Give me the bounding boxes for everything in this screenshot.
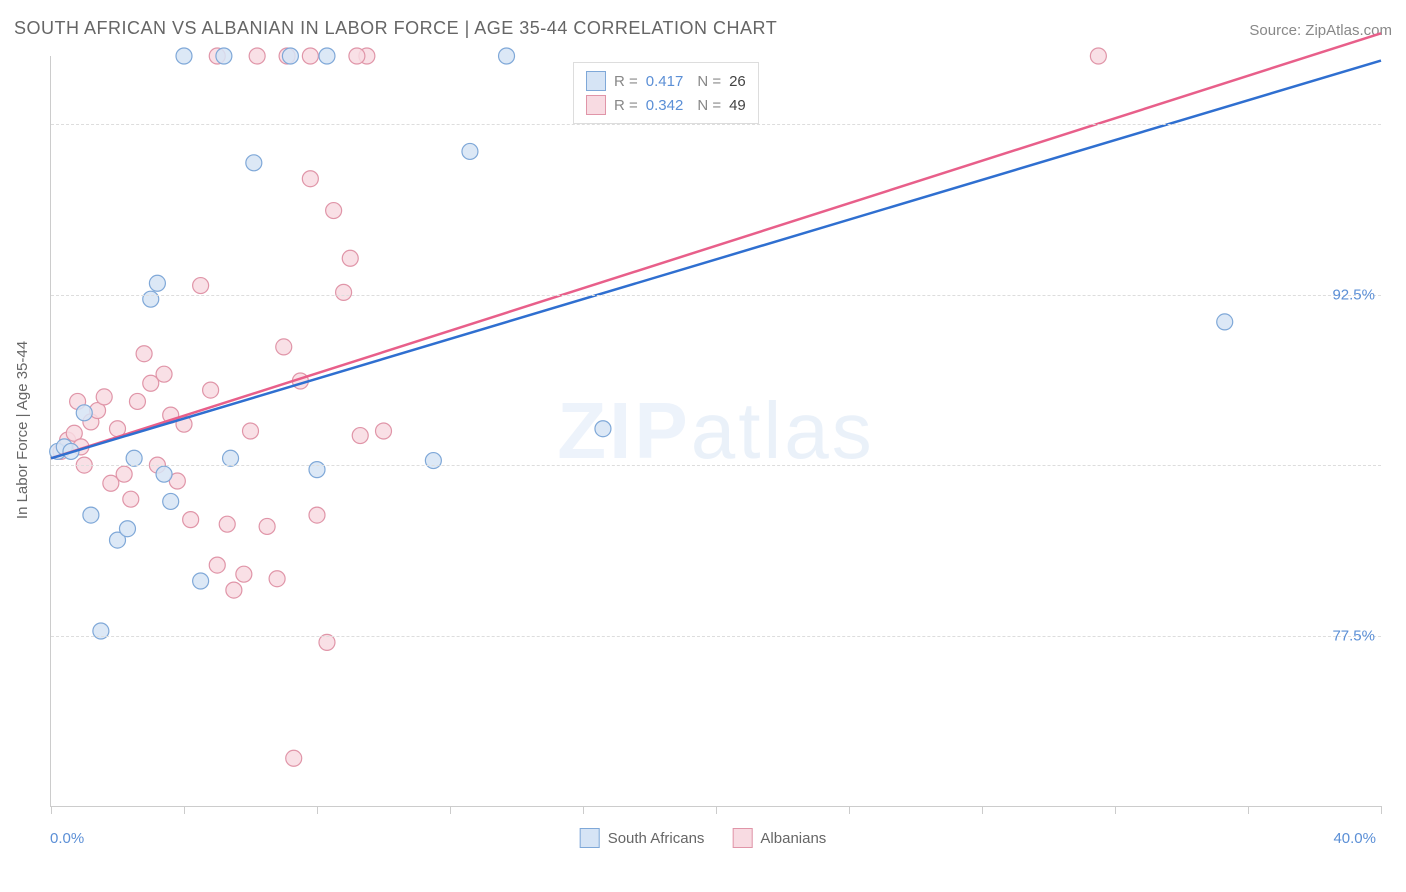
data-point [326,203,342,219]
data-point [336,284,352,300]
data-point [595,421,611,437]
data-point [462,143,478,159]
data-point [425,453,441,469]
swatch-bottom-south-africans [580,828,600,848]
legend-label-south-africans: South Africans [608,830,705,847]
data-point [499,48,515,64]
data-point [156,366,172,382]
gridline [51,124,1381,125]
data-point [183,512,199,528]
y-axis-label: In Labor Force | Age 35-44 [14,341,31,519]
legend-item-albanians: Albanians [732,828,826,848]
data-point [216,48,232,64]
data-point [163,493,179,509]
data-point [309,462,325,478]
r-value-1: 0.342 [646,97,684,114]
x-tick [982,806,983,814]
data-point [276,339,292,355]
data-point [302,48,318,64]
r-label-1: R = [614,97,638,114]
x-tick [1115,806,1116,814]
data-point [149,275,165,291]
x-tick [1381,806,1382,814]
data-point [193,278,209,294]
series-legend: South Africans Albanians [580,828,827,848]
swatch-south-africans [586,71,606,91]
swatch-bottom-albanians [732,828,752,848]
data-point [116,466,132,482]
data-point [342,250,358,266]
data-point [246,155,262,171]
data-point [176,48,192,64]
correlation-legend: R = 0.417 N = 26 R = 0.342 N = 49 [573,62,759,124]
x-tick [317,806,318,814]
data-point [226,582,242,598]
data-point [269,571,285,587]
chart-svg [51,56,1381,806]
data-point [286,750,302,766]
data-point [209,557,225,573]
n-value-0: 26 [729,73,746,90]
source-value: ZipAtlas.com [1305,22,1392,39]
x-axis-max-label: 40.0% [1333,830,1376,847]
data-point [83,507,99,523]
swatch-albanians [586,95,606,115]
data-point [243,423,259,439]
gridline [51,636,1381,637]
n-label-0: N = [697,73,721,90]
data-point [249,48,265,64]
data-point [376,423,392,439]
data-point [223,450,239,466]
x-tick [184,806,185,814]
x-tick [51,806,52,814]
legend-row-south-africans: R = 0.417 N = 26 [586,69,746,93]
gridline [51,465,1381,466]
legend-row-albanians: R = 0.342 N = 49 [586,93,746,117]
data-point [119,521,135,537]
data-point [193,573,209,589]
data-point [282,48,298,64]
chart-title: SOUTH AFRICAN VS ALBANIAN IN LABOR FORCE… [14,18,777,39]
data-point [126,450,142,466]
x-tick [1248,806,1249,814]
data-point [123,491,139,507]
x-tick [583,806,584,814]
data-point [319,48,335,64]
data-point [93,623,109,639]
data-point [309,507,325,523]
data-point [143,291,159,307]
gridline [51,295,1381,296]
y-tick-label: 77.5% [1332,627,1375,644]
legend-item-south-africans: South Africans [580,828,705,848]
source-label: Source: [1249,22,1305,39]
chart-container: SOUTH AFRICAN VS ALBANIAN IN LABOR FORCE… [0,0,1406,892]
data-point [259,518,275,534]
x-tick [716,806,717,814]
data-point [1217,314,1233,330]
n-value-1: 49 [729,97,746,114]
data-point [302,171,318,187]
legend-label-albanians: Albanians [760,830,826,847]
y-tick-label: 92.5% [1332,286,1375,303]
r-value-0: 0.417 [646,73,684,90]
data-point [319,634,335,650]
data-point [1090,48,1106,64]
data-point [96,389,112,405]
data-point [236,566,252,582]
data-point [203,382,219,398]
x-tick [849,806,850,814]
data-point [136,346,152,362]
n-label-1: N = [697,97,721,114]
r-label-0: R = [614,73,638,90]
data-point [129,393,145,409]
data-point [156,466,172,482]
data-point [219,516,235,532]
data-point [76,405,92,421]
x-axis-min-label: 0.0% [50,830,84,847]
plot-area: ZIPatlas 77.5%92.5% [50,56,1381,807]
data-point [349,48,365,64]
data-point [352,428,368,444]
x-tick [450,806,451,814]
